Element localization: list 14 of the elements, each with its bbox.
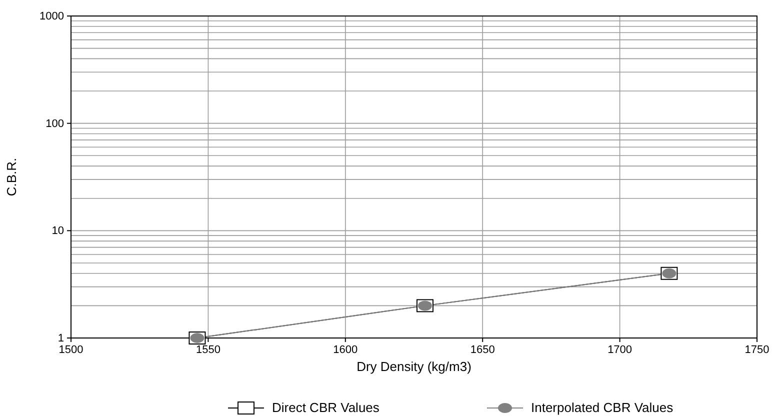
y-tick-label: 10 (52, 225, 64, 238)
y-tick-label: 1000 (40, 10, 64, 23)
x-tick-label: 1650 (470, 344, 495, 356)
y-tick-label: 1 (58, 332, 64, 345)
y-axis-title: C.B.R. (4, 158, 19, 196)
x-tick-label: 1700 (608, 344, 632, 356)
x-axis-title: Dry Density (kg/m3) (356, 359, 472, 374)
x-tick-label: 1750 (744, 344, 770, 356)
y-tick-label: 100 (46, 118, 64, 130)
legend-label: Interpolated CBR Values (531, 400, 674, 415)
legend-label: Direct CBR Values (272, 400, 380, 415)
x-tick-label: 1550 (196, 344, 220, 356)
x-tick-label: 1600 (333, 344, 358, 356)
x-tick-label: 1500 (58, 344, 84, 356)
